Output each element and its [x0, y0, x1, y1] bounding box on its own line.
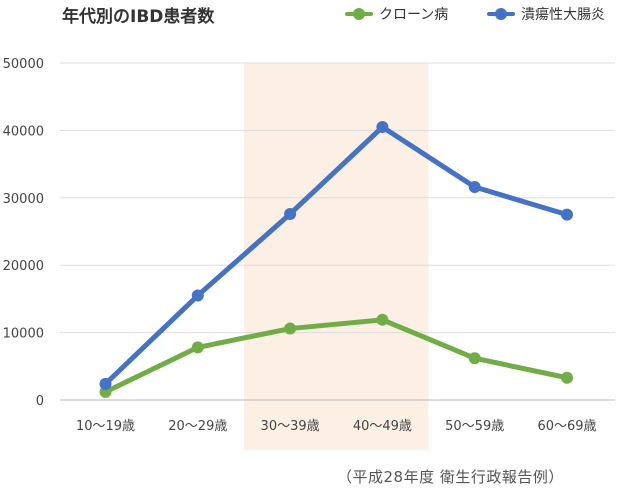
- y-tick-label: 0: [36, 394, 44, 409]
- x-tick-label: 50～59歳: [445, 419, 504, 434]
- y-tick-label: 30000: [3, 192, 44, 207]
- x-tick-label: 60～69歳: [537, 419, 596, 434]
- x-tick-label: 40～49歳: [353, 419, 412, 434]
- y-tick-label: 20000: [3, 259, 44, 274]
- grid-lines: [60, 62, 615, 401]
- data-point: [284, 207, 297, 220]
- legend-swatch-crohn: [345, 8, 373, 20]
- highlight-band: [243, 63, 429, 450]
- data-point: [191, 341, 204, 354]
- data-point: [561, 208, 573, 221]
- legend-swatch-uc: [487, 8, 515, 20]
- x-tick-label: 20～29歳: [168, 419, 227, 434]
- legend-item-uc: 潰瘍性大腸炎: [487, 4, 605, 24]
- y-tick-label: 10000: [3, 327, 44, 342]
- data-point: [561, 371, 573, 384]
- x-tick-label: 30～39歳: [261, 419, 320, 434]
- data-point: [99, 377, 112, 390]
- y-tick-label: 40000: [3, 124, 44, 139]
- data-point: [191, 289, 204, 302]
- data-point: [468, 352, 481, 365]
- data-point: [468, 181, 481, 194]
- series-1: [99, 121, 573, 390]
- source-note: （平成28年度 衛生行政報告例）: [337, 468, 564, 486]
- series-line: [103, 124, 570, 387]
- series-line: [103, 317, 570, 395]
- y-tick-label: 50000: [3, 57, 44, 72]
- x-axis-ticks: 10～19歳 20～29歳 30～39歳 40～49歳 50～59歳 60～69歳: [76, 419, 597, 434]
- data-point: [376, 121, 389, 134]
- series-0: [99, 313, 573, 398]
- legend-label-uc: 潰瘍性大腸炎: [521, 7, 605, 23]
- legend-label-crohn: クローン病: [379, 7, 449, 23]
- y-axis-ticks: 0 10000 20000 30000 40000 50000: [3, 57, 44, 409]
- data-point: [284, 322, 297, 335]
- data-point: [376, 313, 389, 326]
- chart-title: 年代別のIBD患者数: [62, 7, 215, 27]
- series-layer: [99, 121, 573, 398]
- x-tick-label: 10～19歳: [76, 419, 135, 434]
- legend-item-crohn: クローン病: [345, 4, 448, 24]
